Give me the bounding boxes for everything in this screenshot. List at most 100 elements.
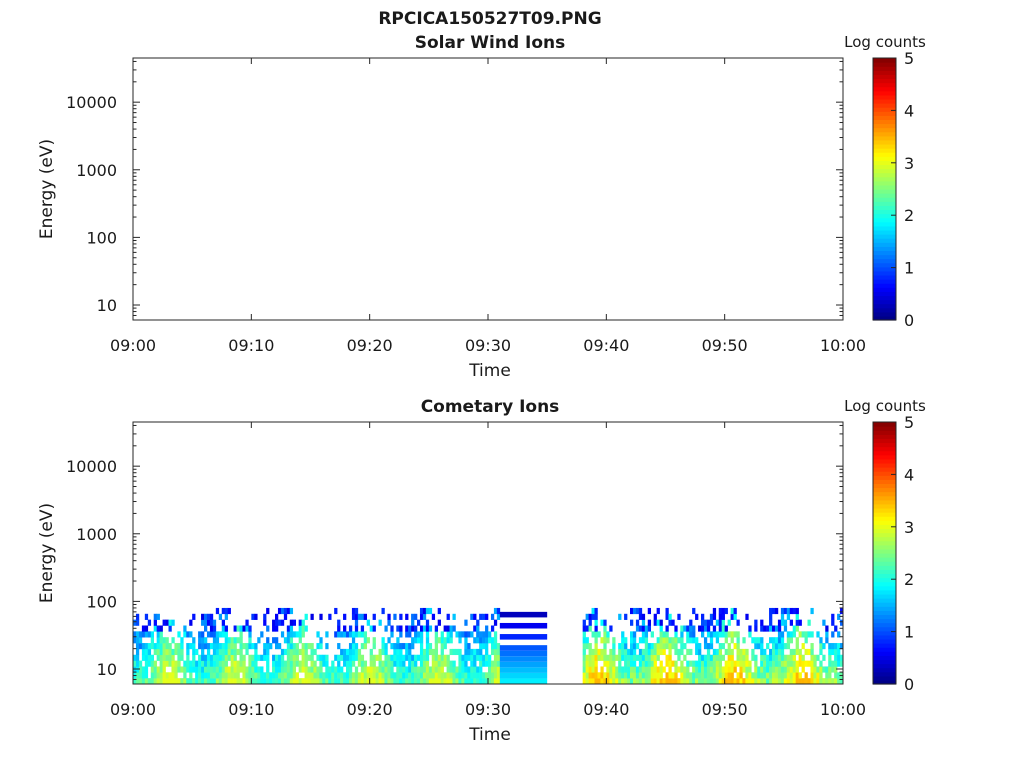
heatmap-cell <box>656 637 660 644</box>
heatmap-cell <box>452 625 456 632</box>
heatmap-cell <box>769 625 773 632</box>
heatmap-cell <box>603 643 607 650</box>
heatmap-cell <box>701 619 705 626</box>
heatmap-cell <box>772 678 776 685</box>
heatmap-cell <box>351 654 356 661</box>
heatmap-cell <box>275 625 279 632</box>
heatmap-cell <box>680 625 684 632</box>
heatmap-cell <box>150 660 155 667</box>
heatmap-cell <box>277 654 282 661</box>
heatmap-cell <box>440 654 444 661</box>
heatmap-cell <box>627 660 631 667</box>
heatmap-cell <box>227 672 231 679</box>
colorbar-segment <box>873 454 896 460</box>
colorbar-segment <box>873 307 896 313</box>
heatmap-cell <box>695 648 699 656</box>
heatmap-cell <box>337 666 341 673</box>
heatmap-cell <box>280 660 285 667</box>
heatmap-cell <box>316 672 320 679</box>
heatmap-cell <box>630 660 634 667</box>
heatmap-cell <box>165 643 169 650</box>
heatmap-cell <box>280 654 285 661</box>
heatmap-cell <box>212 643 217 650</box>
heatmap-cell <box>340 648 344 656</box>
heatmap-cell <box>446 672 450 679</box>
heatmap-cell <box>399 613 403 620</box>
heatmap-cell <box>615 666 619 673</box>
heatmap-cell <box>363 660 368 667</box>
heatmap-cell <box>227 654 231 661</box>
heatmap-cell <box>236 660 240 667</box>
heatmap-cell <box>396 643 400 650</box>
heatmap-cell <box>668 654 672 661</box>
heatmap-cell <box>133 619 137 626</box>
heatmap-cell <box>721 625 725 632</box>
heatmap-cell <box>686 666 690 673</box>
heatmap-cell <box>476 637 480 644</box>
heatmap-cell <box>819 660 823 667</box>
heatmap-cell <box>718 654 723 661</box>
heatmap-cell <box>236 625 240 632</box>
heatmap-cell <box>754 637 758 644</box>
heatmap-cell <box>304 666 308 673</box>
heatmap-cell <box>701 678 705 685</box>
heatmap-cell <box>162 660 166 667</box>
heatmap-cell <box>307 678 311 685</box>
heatmap-cell <box>674 625 678 632</box>
heatmap-cell <box>307 672 311 679</box>
heatmap-cell <box>348 643 353 650</box>
colorbar-segment <box>873 581 896 587</box>
heatmap-cell <box>727 672 731 679</box>
heatmap-cell <box>585 678 589 685</box>
heatmap-cell <box>414 637 418 644</box>
heatmap-cell <box>186 654 190 661</box>
heatmap-cell <box>680 631 684 638</box>
heatmap-cell <box>674 631 678 638</box>
heatmap-cell <box>810 648 814 656</box>
heatmap-cell <box>180 637 184 644</box>
heatmap-cell <box>369 654 373 661</box>
heatmap-cell <box>496 648 501 656</box>
heatmap-cell <box>372 678 376 685</box>
heatmap-cell <box>485 631 489 638</box>
heatmap-cell <box>467 631 471 638</box>
heatmap-cell <box>393 678 397 685</box>
heatmap-cell <box>310 643 314 650</box>
heatmap-cell <box>621 637 625 644</box>
colorbar-segment <box>873 295 896 301</box>
heatmap-cell <box>780 648 785 656</box>
heatmap-cell <box>677 654 681 661</box>
heatmap-cell <box>180 648 184 656</box>
heatmap-cell <box>582 631 586 638</box>
heatmap-cell <box>153 619 157 626</box>
y-tick-label: 10000 <box>66 457 117 476</box>
heatmap-cell <box>624 648 628 656</box>
heatmap-cell <box>618 660 622 667</box>
heatmap-cell <box>757 637 761 644</box>
heatmap-cell <box>233 654 237 661</box>
heatmap-cell <box>698 648 702 656</box>
heatmap-cell <box>482 643 486 650</box>
heatmap-cell <box>422 660 427 667</box>
heatmap-cell <box>289 625 294 632</box>
heatmap-cell <box>272 654 276 661</box>
heatmap-cell <box>289 631 294 638</box>
heatmap-cell <box>754 678 758 685</box>
heatmap-cell <box>591 654 595 661</box>
colorbar-segment <box>873 495 896 501</box>
heatmap-cell <box>357 613 362 620</box>
heatmap-cell <box>440 637 444 644</box>
heatmap-cell <box>165 637 169 644</box>
heatmap-cell <box>446 654 450 661</box>
colorbar-segment <box>873 111 896 116</box>
heatmap-cell <box>171 672 175 679</box>
heatmap-cell <box>443 637 447 644</box>
heatmap-cell <box>677 678 681 685</box>
heatmap-cell <box>251 613 255 620</box>
heatmap-cell <box>159 672 163 679</box>
heatmap-cell <box>363 678 368 685</box>
heatmap-cell <box>242 666 246 673</box>
heatmap-cell <box>488 660 492 667</box>
heatmap-cell <box>354 643 359 650</box>
colorbar-segment <box>873 197 896 202</box>
